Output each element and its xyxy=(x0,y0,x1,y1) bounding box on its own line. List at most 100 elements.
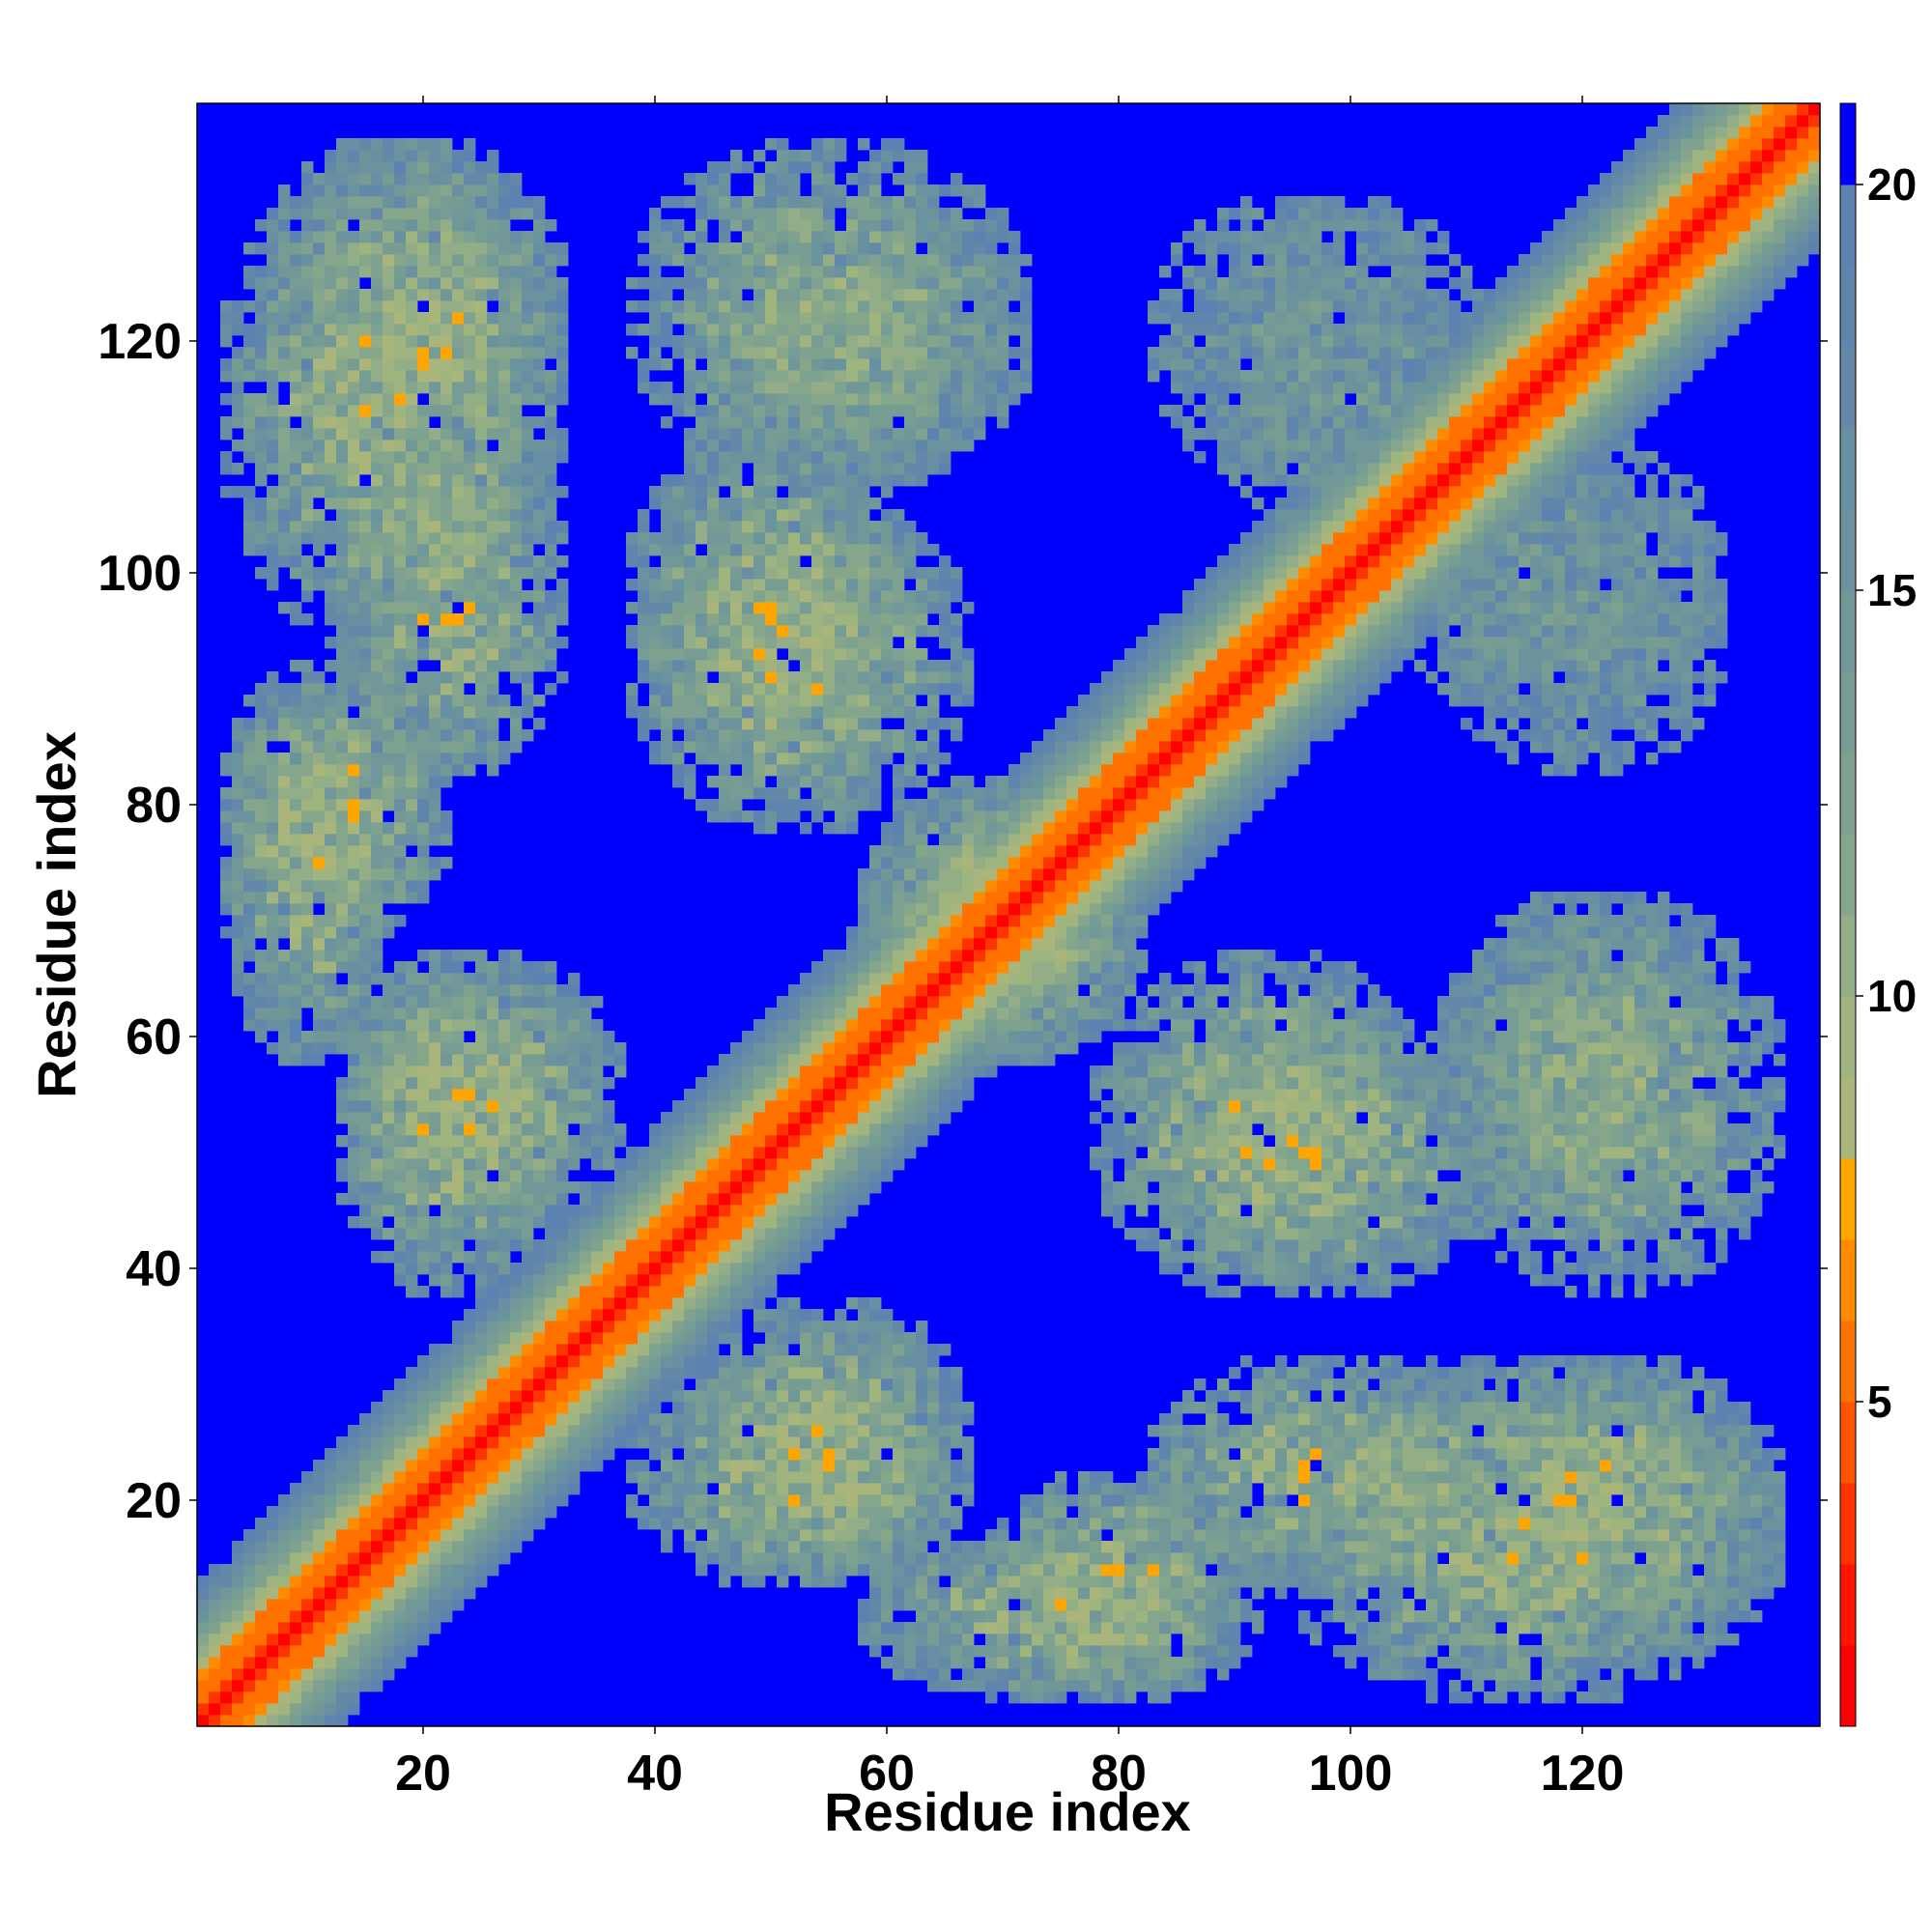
heatmap-cell xyxy=(232,1576,244,1588)
heatmap-cell xyxy=(580,1321,592,1333)
heatmap-cell xyxy=(475,753,488,765)
heatmap-cell xyxy=(475,405,488,417)
heatmap-cell xyxy=(661,1170,673,1182)
heatmap-cell xyxy=(440,822,453,835)
heatmap-cell xyxy=(719,1355,731,1368)
heatmap-cell xyxy=(325,903,337,916)
heatmap-cell xyxy=(348,242,360,255)
heatmap-cell xyxy=(742,266,754,278)
heatmap-cell xyxy=(417,590,430,603)
heatmap-cell xyxy=(672,602,685,614)
heatmap-cell xyxy=(626,1216,639,1229)
heatmap-cell xyxy=(255,799,268,811)
heatmap-cell xyxy=(835,393,847,406)
heatmap-cell xyxy=(696,1205,708,1217)
heatmap-cell xyxy=(649,637,662,649)
heatmap-cell xyxy=(800,776,812,788)
heatmap-cell xyxy=(777,1181,789,1194)
heatmap-cell xyxy=(278,405,291,417)
heatmap-cell xyxy=(661,648,673,661)
heatmap-cell xyxy=(301,892,314,904)
heatmap-cell xyxy=(742,196,754,209)
heatmap-cell xyxy=(742,324,754,336)
heatmap-cell xyxy=(661,289,673,301)
heatmap-cell xyxy=(232,1703,244,1716)
heatmap-cell xyxy=(846,776,859,788)
heatmap-cell xyxy=(348,1529,360,1542)
heatmap-cell xyxy=(510,1205,523,1217)
heatmap-cell xyxy=(475,1576,488,1588)
heatmap-cell xyxy=(394,729,407,742)
heatmap-cell xyxy=(290,1564,302,1577)
heatmap-cell xyxy=(545,1077,557,1090)
heatmap-cell xyxy=(522,1123,534,1136)
heatmap-cell xyxy=(464,440,476,452)
heatmap-cell xyxy=(440,1031,453,1043)
heatmap-cell xyxy=(429,405,441,417)
heatmap-cell xyxy=(580,1077,592,1090)
heatmap-cell xyxy=(359,544,372,556)
heatmap-cell xyxy=(394,1123,407,1136)
heatmap-cell xyxy=(707,1518,720,1530)
heatmap-cell xyxy=(290,1703,302,1716)
heatmap-cell xyxy=(267,1668,279,1681)
heatmap-cell xyxy=(371,973,384,985)
heatmap-cell xyxy=(522,521,534,533)
heatmap-cell xyxy=(765,185,778,197)
heatmap-cell xyxy=(533,1309,546,1321)
heatmap-cell xyxy=(533,1216,546,1229)
heatmap-cell xyxy=(753,764,766,777)
heatmap-cell xyxy=(394,532,407,545)
heatmap-cell xyxy=(730,567,743,580)
heatmap-cell xyxy=(753,753,766,765)
heatmap-cell xyxy=(753,266,766,278)
heatmap-cell xyxy=(638,1471,650,1484)
heatmap-cell xyxy=(765,1147,778,1159)
heatmap-cell xyxy=(464,1332,476,1345)
heatmap-cell xyxy=(545,382,557,394)
heatmap-cell xyxy=(765,1205,778,1217)
heatmap-cell xyxy=(255,845,268,858)
heatmap-cell xyxy=(811,254,824,267)
heatmap-cell xyxy=(672,1402,685,1414)
heatmap-cell xyxy=(487,161,499,174)
heatmap-cell xyxy=(649,1263,662,1275)
heatmap-cell xyxy=(336,695,349,707)
heatmap-cell xyxy=(220,857,233,869)
heatmap-cell xyxy=(719,416,731,429)
heatmap-cell xyxy=(498,1112,511,1124)
heatmap-cell xyxy=(684,1402,696,1414)
heatmap-cell xyxy=(846,1529,859,1542)
heatmap-cell xyxy=(220,880,233,893)
heatmap-cell xyxy=(730,474,743,487)
heatmap-cell xyxy=(394,347,407,359)
heatmap-cell xyxy=(684,1216,696,1229)
heatmap-cell xyxy=(440,486,453,498)
heatmap-cell xyxy=(522,1321,534,1333)
heatmap-cell xyxy=(278,1610,291,1623)
heatmap-cell xyxy=(707,1541,720,1553)
heatmap-cell xyxy=(777,1518,789,1530)
heatmap-cell xyxy=(846,474,859,487)
heatmap-cell xyxy=(301,242,314,255)
heatmap-cell xyxy=(371,857,384,869)
heatmap-cell xyxy=(742,451,754,464)
heatmap-cell xyxy=(730,1205,743,1217)
heatmap-cell xyxy=(290,335,302,348)
heatmap-cell xyxy=(417,208,430,220)
heatmap-cell xyxy=(371,1019,384,1032)
heatmap-cell xyxy=(672,1135,685,1148)
heatmap-cell xyxy=(672,544,685,556)
heatmap-cell xyxy=(765,1077,778,1090)
heatmap-cell xyxy=(765,764,778,777)
heatmap-cell xyxy=(823,150,836,162)
heatmap-cell xyxy=(730,324,743,336)
heatmap-cell xyxy=(209,1622,221,1634)
heatmap-cell xyxy=(846,1112,859,1124)
heatmap-cell xyxy=(742,1390,754,1403)
heatmap-cell xyxy=(475,254,488,267)
heatmap-cell xyxy=(452,544,465,556)
heatmap-cell xyxy=(440,590,453,603)
heatmap-cell xyxy=(417,1402,430,1414)
heatmap-cell xyxy=(220,1587,233,1600)
